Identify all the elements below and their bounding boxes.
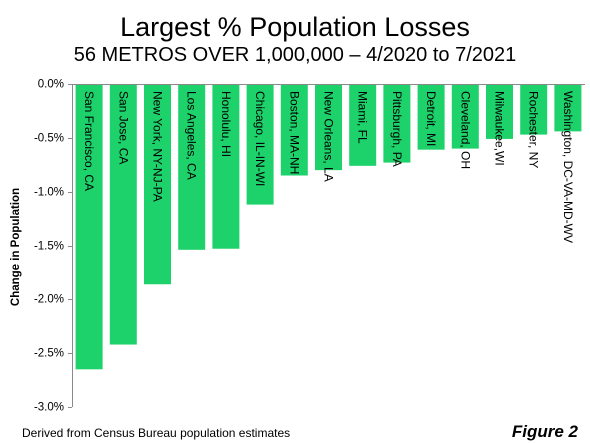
- bar-honolulu-hi: [212, 84, 240, 249]
- y-tick-label: 0.0%: [38, 79, 64, 91]
- bar-pittsburgh-pa: [383, 84, 411, 163]
- bar-label-san-jose-ca: San Jose, CA: [116, 91, 130, 164]
- bar-chicago-il-in-wi: [246, 84, 274, 205]
- bar-label-detroit-mi: Detroit, MI: [424, 91, 438, 146]
- chart-title: Largest % Population Losses: [120, 12, 470, 42]
- chart-subtitle: 56 METROS OVER 1,000,000 – 4/2020 to 7/2…: [74, 44, 517, 66]
- y-axis-ticks: 0.0% -0.5% -1.0% -1.5% -2.0% -2.5% -3.0%: [34, 79, 72, 414]
- bar-label-boston-ma-nh: Boston, MA-NH: [287, 91, 301, 174]
- bar-label-pittsburgh-pa: Pittsburgh, PA: [390, 91, 404, 167]
- bar-san-francisco-ca: [75, 84, 103, 370]
- bar-label-cleveland-oh: Cleveland, OH: [458, 91, 472, 169]
- bar-label-milwaukee-wi: Milwaukee,WI: [493, 91, 507, 166]
- bar-milwaukee-wi: [486, 84, 513, 139]
- axes-group: [68, 84, 585, 407]
- y-tick-label: -0.5%: [34, 133, 64, 145]
- bar-label-honolulu-hi: Honolulu, HI: [219, 91, 233, 157]
- bar-san-jose-ca: [109, 84, 137, 345]
- y-tick-label: -2.5%: [34, 348, 64, 360]
- y-tick-label: -3.0%: [34, 402, 64, 414]
- figure-number: Figure 2: [512, 422, 579, 441]
- bar-new-orleans-la: [315, 84, 342, 171]
- bar-label-chicago-il-in-wi: Chicago, IL-IN-WI: [253, 91, 267, 186]
- bar-label-new-orleans-la: New Orleans, LA: [322, 91, 336, 182]
- bar-label-rochester-ny: Rochester, NY: [527, 91, 541, 168]
- bar-miami-fl: [349, 84, 377, 166]
- bars-group: [75, 84, 582, 370]
- source-note: Derived from Census Bureau population es…: [22, 426, 290, 440]
- bar-label-san-francisco-ca: San Francisco, CA: [82, 91, 96, 191]
- bar-los-angeles-ca: [178, 84, 206, 250]
- bar-rochester-ny: [520, 84, 548, 135]
- bar-label-miami-fl: Miami, FL: [356, 91, 370, 144]
- bar-label-los-angeles-ca: Los Angeles, CA: [185, 91, 199, 180]
- bar-new-york-ny-nj-pa: [144, 84, 171, 285]
- bar-detroit-mi: [417, 84, 445, 150]
- bar-washington-dc-va-md-wv: [554, 84, 582, 132]
- bar-cleveland-oh: [451, 84, 479, 149]
- y-tick-label: -2.0%: [34, 294, 64, 306]
- bar-boston-ma-nh: [280, 84, 308, 176]
- y-axis-title: Change in Population: [10, 188, 22, 306]
- bar-label-new-york-ny-nj-pa: New York, NY-NJ-PA: [151, 91, 165, 202]
- bar-labels-group: San Francisco, CA San Jose, CA New York, N…: [82, 91, 575, 243]
- bar-label-washington-dc-va-md-wv: Washington, DC-VA-MD-WV: [561, 91, 575, 243]
- y-tick-label: -1.0%: [34, 187, 64, 199]
- y-tick-label: -1.5%: [34, 241, 64, 253]
